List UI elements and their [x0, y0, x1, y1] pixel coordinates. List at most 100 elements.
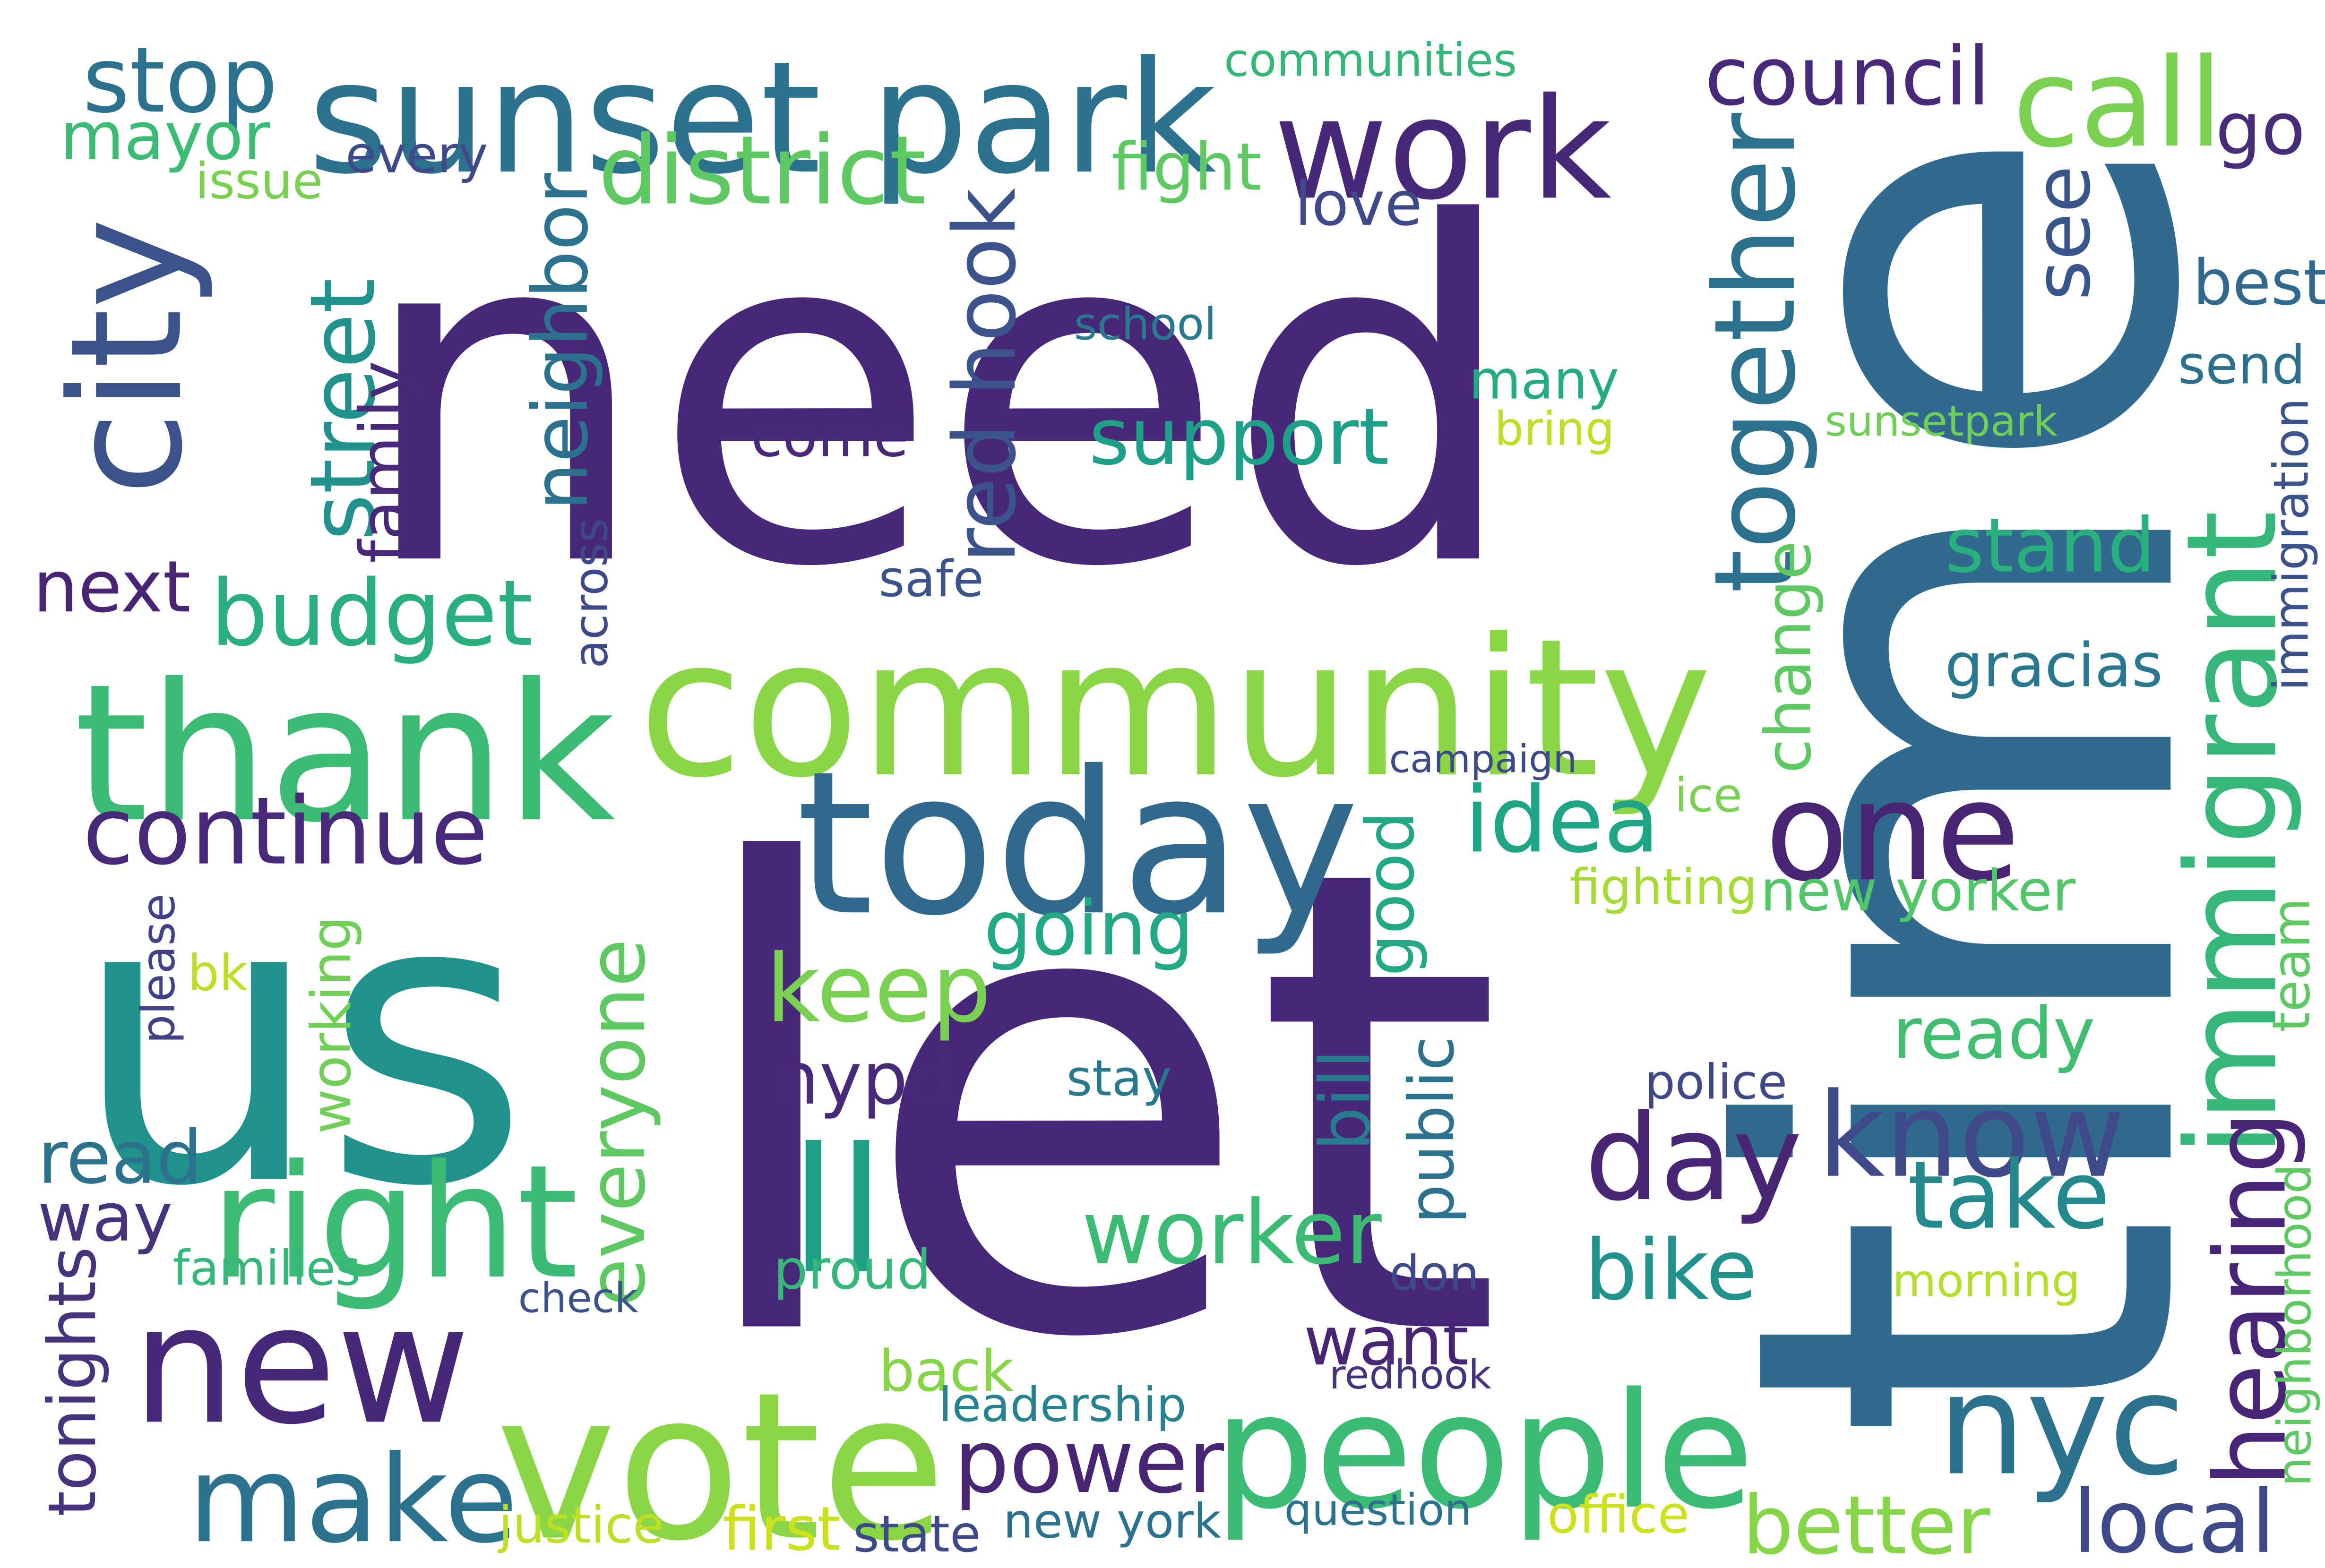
word-make: make — [188, 1430, 518, 1568]
word-keep: keep — [766, 934, 991, 1043]
word-go: go — [2215, 87, 2306, 171]
word-let: let — [683, 734, 1504, 1477]
word-city: city — [38, 218, 216, 496]
word-morning: morning — [1892, 1254, 2080, 1307]
word-want: want — [1304, 1302, 1469, 1380]
word-local: local — [2073, 1472, 2275, 1568]
word-state: state — [853, 1505, 981, 1564]
word-please: please — [132, 894, 185, 1044]
word-need: need — [356, 126, 1521, 668]
word-call: call — [2013, 33, 2223, 175]
word-new-york: new york — [1003, 1493, 1222, 1549]
word-everyone: everyone — [572, 939, 663, 1307]
word-best: best — [2193, 247, 2325, 319]
word-mayor: mayor — [60, 98, 271, 174]
word-nyc: nyc — [1938, 1344, 2185, 1506]
word-send: send — [2178, 335, 2306, 396]
word-bk: bk — [188, 944, 248, 1002]
word-campaign: campaign — [1389, 737, 1577, 781]
word-nypd: nypd — [774, 1037, 954, 1121]
word-stop: stop — [83, 28, 278, 133]
word-bring: bring — [1494, 403, 1615, 456]
word-going: going — [984, 884, 1194, 972]
word-people: people — [1214, 1359, 1754, 1544]
word-together: together — [1690, 112, 1820, 593]
word-know: know — [1817, 1068, 2126, 1204]
word-community: community — [638, 598, 1713, 820]
word-across: across — [564, 518, 619, 668]
word-safe: safe — [878, 550, 983, 608]
word-hearing: hearing — [2194, 1111, 2308, 1487]
word-redhook: redhook — [1329, 1352, 1491, 1398]
word-office: office — [1547, 1484, 1690, 1545]
word-power: power — [954, 1411, 1224, 1513]
word-family: family — [345, 360, 422, 563]
word-stand: stand — [1945, 502, 2155, 590]
word-ll: ll — [789, 1112, 885, 1312]
word-us: us — [71, 811, 530, 1273]
word-bike: bike — [1584, 1222, 1757, 1319]
word-families: families — [172, 1240, 360, 1296]
word-support: support — [1089, 392, 1389, 483]
word-back: back — [878, 1338, 1014, 1405]
word-read: read — [38, 1115, 203, 1200]
word-time: time — [1628, 120, 2308, 1442]
word-police: police — [1645, 1054, 1787, 1110]
word-neighborhood: neighborhood — [2268, 1164, 2322, 1487]
word-many: many — [1469, 349, 1619, 411]
word-good: good — [1352, 811, 1429, 976]
word-district: district — [598, 116, 926, 226]
word-idea: idea — [1464, 767, 1660, 873]
word-work: work — [1274, 68, 1611, 231]
word-fighting: fighting — [1569, 859, 1757, 916]
word-one: one — [1765, 752, 2020, 912]
word-leadership: leadership — [939, 1377, 1187, 1432]
word-right: right — [210, 1131, 578, 1314]
word-way: way — [37, 1179, 172, 1257]
word-team: team — [2261, 898, 2321, 1032]
word-take: take — [1907, 1141, 2110, 1250]
word-ready: ready — [1893, 992, 2095, 1075]
word-come: come — [751, 403, 909, 470]
word-today: today — [796, 728, 1359, 959]
word-check: check — [518, 1275, 638, 1322]
word-stay: stay — [1066, 1049, 1171, 1107]
word-don: don — [1389, 1246, 1480, 1302]
word-red-hook: red hook — [935, 188, 1035, 563]
word-gracias: gracias — [1945, 631, 2163, 701]
word-communities: communities — [1224, 34, 1517, 87]
word-love: love — [1295, 169, 1422, 240]
word-budget: budget — [210, 561, 533, 667]
word-bill: bill — [1305, 1049, 1386, 1151]
word-proud: proud — [774, 1238, 931, 1302]
word-immigrant: immigrant — [2160, 511, 2305, 1157]
word-working: working — [300, 916, 363, 1134]
word-issue: issue — [195, 152, 323, 210]
word-ice: ice — [1675, 768, 1742, 823]
word-tonights: tonights — [34, 1247, 111, 1517]
word-justice: justice — [498, 1496, 664, 1555]
word-every: every — [345, 126, 488, 185]
word-next: next — [33, 545, 191, 628]
word-day: day — [1584, 1090, 1802, 1227]
word-continue: continue — [83, 777, 488, 886]
word-street: street — [291, 278, 395, 541]
word-vote: vote — [496, 1348, 947, 1568]
word-public: public — [1396, 1037, 1468, 1224]
word-change: change — [1751, 541, 1825, 773]
word-immigration: immigration — [2263, 398, 2319, 691]
word-thank: thank — [74, 643, 615, 864]
word-see: see — [2017, 165, 2108, 300]
word-question: question — [1284, 1485, 1472, 1535]
word-new-yorker: new yorker — [1760, 858, 2076, 924]
word-first: first — [723, 1494, 841, 1564]
word-fight: fight — [1111, 129, 1262, 206]
word-school: school — [1074, 299, 1217, 350]
word-sunsetpark: sunsetpark — [1825, 397, 2058, 446]
word-new: new — [132, 1270, 470, 1460]
word-neighbor: neighbor — [517, 173, 605, 511]
word-council: council — [1705, 30, 1990, 124]
word-sunset-park: sunset park — [308, 28, 1216, 208]
